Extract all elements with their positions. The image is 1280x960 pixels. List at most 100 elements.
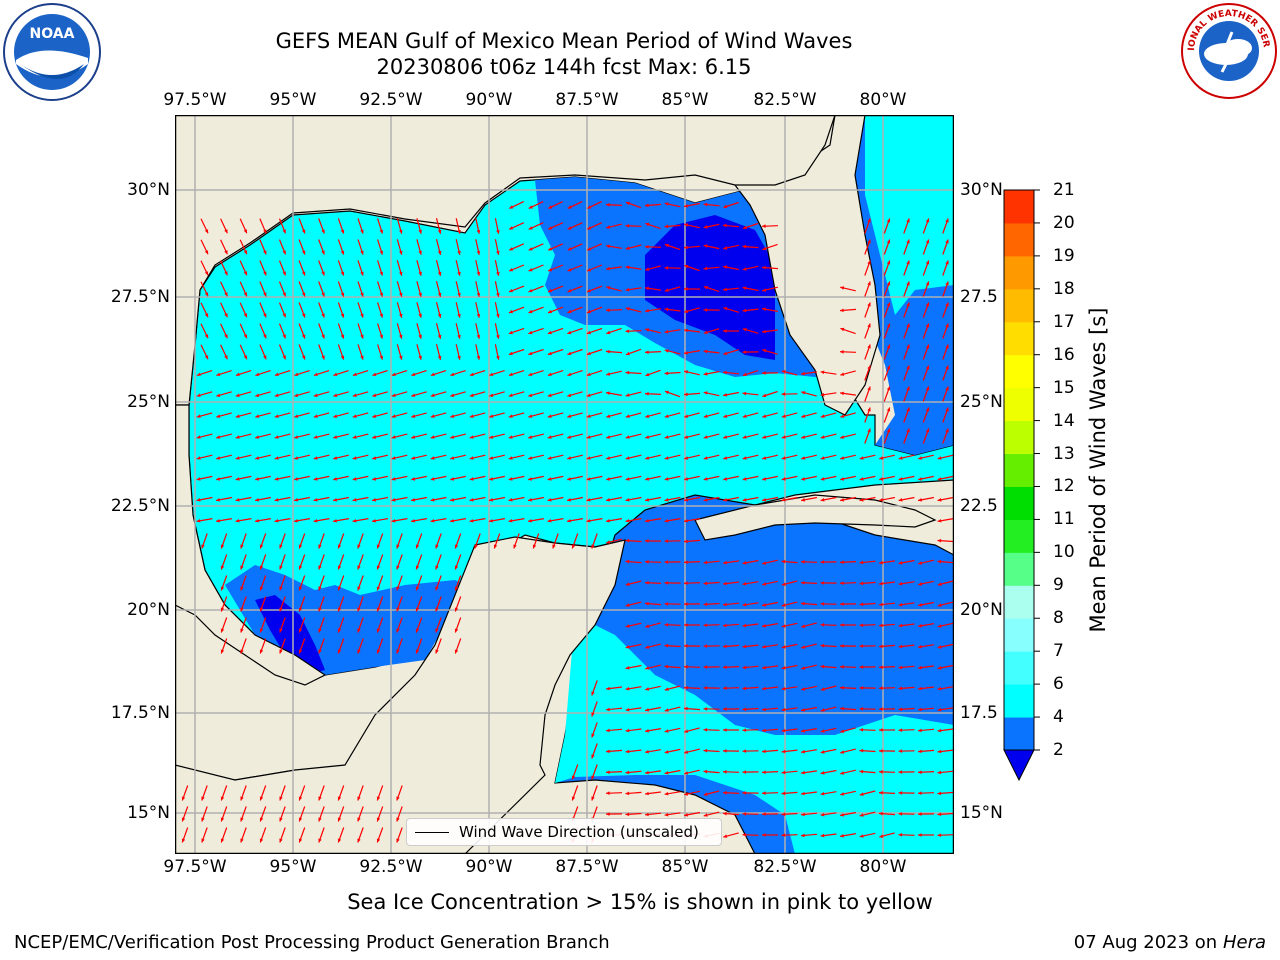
wave-direction-arrowhead (859, 498, 864, 502)
wave-direction-arrowhead (840, 686, 844, 690)
wave-direction-arrowhead (723, 204, 728, 209)
wave-direction-arrowhead (820, 477, 825, 481)
wave-direction-arrowhead (567, 498, 571, 502)
wave-direction-arrowhead (396, 817, 400, 822)
wave-direction-arrowhead (476, 355, 481, 360)
wave-direction-arrowhead (606, 812, 610, 816)
wave-direction-arrowhead (645, 708, 649, 712)
wave-direction-arrowhead (859, 728, 864, 732)
wave-direction-arrowhead (840, 391, 844, 396)
wave-direction-arrowhead (216, 372, 221, 376)
wave-direction-arrowhead (437, 292, 442, 297)
wave-direction-arrowhead (664, 643, 669, 648)
wave-direction-arrowhead (294, 435, 299, 439)
wave-direction-arrowhead (840, 498, 844, 502)
wave-direction-arrowhead (762, 498, 766, 502)
wave-direction-arrowhead (587, 268, 592, 272)
wave-direction-arrowhead (606, 686, 610, 691)
wave-direction-arrowhead (418, 334, 422, 339)
wave-direction-arrowhead (762, 329, 766, 334)
wave-direction-arrowhead (801, 624, 806, 628)
wave-direction-arrowhead (263, 334, 267, 339)
wave-direction-arrowhead (415, 607, 420, 612)
wave-direction-arrowhead (586, 372, 591, 376)
wave-direction-arrowhead (379, 229, 383, 234)
wave-direction-arrowhead (918, 791, 922, 795)
wave-direction-arrowhead (279, 565, 283, 570)
wave-direction-arrowhead (898, 707, 903, 712)
colorbar-segment (1004, 255, 1034, 290)
wave-direction-arrowhead (664, 791, 669, 796)
wave-direction-arrowhead (781, 645, 786, 649)
wave-direction-arrowhead (457, 334, 461, 339)
wave-direction-arrowhead (274, 456, 279, 460)
lat-tick: 15°N (127, 803, 170, 823)
wave-direction-arrowhead (313, 393, 318, 397)
wave-direction-arrowhead (508, 393, 513, 397)
wave-direction-arrowhead (411, 414, 416, 418)
wave-direction-arrowhead (318, 649, 322, 654)
wave-direction-arrowhead (925, 407, 930, 412)
colorbar-tick-label: 21 (1053, 180, 1075, 200)
wave-direction-arrowhead (762, 728, 766, 733)
wave-direction-arrowhead (528, 393, 533, 397)
wave-direction-arrowhead (742, 372, 747, 377)
wave-direction-arrowhead (645, 308, 649, 313)
wave-direction-arrowhead (240, 817, 244, 822)
wave-direction-arrowhead (508, 351, 513, 356)
wave-direction-arrowhead (430, 456, 435, 460)
wave-direction-arrowhead (820, 456, 825, 460)
wave-direction-arrowhead (591, 544, 595, 549)
colorbar-segment (1004, 651, 1034, 685)
wave-direction-arrowhead (664, 560, 669, 564)
wave-direction-arrowhead (625, 456, 630, 460)
wave-direction-arrowhead (684, 750, 689, 754)
wave-direction-arrowhead (255, 456, 260, 460)
colorbar-tick-label: 18 (1053, 278, 1075, 299)
wave-direction-arrowhead (762, 307, 766, 311)
wave-direction-arrowhead (859, 707, 864, 711)
wave-direction-arrowhead (781, 498, 786, 502)
wave-direction-arrowhead (548, 268, 553, 272)
wave-direction-arrowhead (318, 544, 322, 549)
wave-direction-arrowhead (340, 355, 345, 360)
wave-direction-arrowhead (898, 477, 903, 481)
wave-direction-arrowhead (645, 624, 650, 628)
wave-direction-arrowhead (840, 581, 844, 585)
wave-direction-arrowhead (801, 812, 805, 817)
wave-direction-arrowhead (379, 292, 383, 297)
wave-direction-arrowhead (801, 729, 805, 733)
wave-direction-arrowhead (684, 370, 689, 374)
wave-direction-arrowhead (684, 729, 689, 733)
colorbar-segment (1004, 585, 1034, 619)
wave-direction-arrowhead (469, 414, 474, 418)
wave-direction-arrowhead (606, 349, 610, 354)
wave-direction-arrowhead (274, 477, 279, 481)
wave-direction-arrowhead (352, 393, 357, 397)
wave-direction-arrowhead (357, 544, 361, 549)
wave-direction-arrowhead (898, 728, 903, 732)
wave-direction-arrowhead (586, 456, 591, 460)
wave-direction-arrowhead (625, 686, 630, 691)
wave-direction-arrowhead (820, 664, 825, 669)
colorbar-segment (1004, 486, 1034, 520)
wave-direction-arrowhead (204, 250, 209, 255)
wave-direction-arrowhead (508, 414, 513, 418)
wave-direction-arrowhead (376, 628, 381, 633)
wave-direction-arrowhead (591, 775, 595, 780)
wave-direction-arrowhead (259, 607, 264, 612)
lat-tick: 30°N (960, 180, 1003, 200)
wave-direction-arrowhead (587, 247, 592, 251)
wave-direction-arrowhead (204, 313, 209, 318)
wave-direction-arrowhead (820, 708, 825, 712)
wave-direction-arrowhead (645, 666, 650, 670)
wave-direction-arrowhead (625, 749, 630, 754)
wave-direction-arrowhead (645, 645, 650, 649)
wave-direction-arrowhead (279, 817, 283, 822)
colorbar-segment (1004, 519, 1034, 553)
wave-direction-arrowhead (684, 435, 689, 439)
wave-direction-arrowhead (606, 456, 611, 460)
wave-direction-arrowhead (684, 498, 688, 502)
wave-direction-arrowhead (235, 435, 240, 439)
wave-direction-arrowhead (294, 477, 298, 481)
